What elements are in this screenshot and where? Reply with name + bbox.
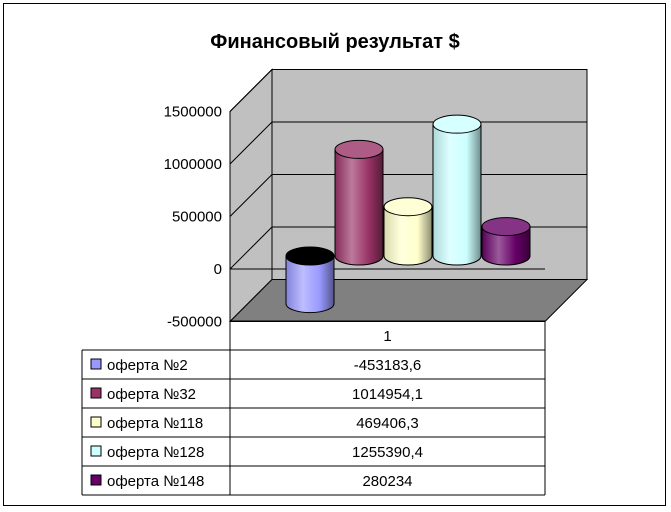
value-label: 469406,3 bbox=[356, 415, 419, 432]
bar-cap bbox=[432, 114, 482, 134]
chart-frame bbox=[3, 3, 666, 506]
bar-cap bbox=[481, 217, 531, 237]
legend-label: оферта №32 bbox=[107, 386, 196, 403]
data-table: 1 оферта №2 -453183,6 оферта №32 1014954,1 оф… bbox=[81, 320, 546, 496]
bar-5 bbox=[481, 217, 531, 266]
gridline bbox=[229, 121, 587, 165]
y-tick-label: -500000 bbox=[167, 314, 222, 331]
bar-4 bbox=[432, 114, 482, 266]
legend-label: оферта №2 bbox=[107, 357, 188, 374]
gridline bbox=[229, 69, 587, 112]
bar-2 bbox=[334, 139, 384, 266]
plot-area bbox=[228, 68, 589, 323]
legend-swatch bbox=[90, 474, 102, 486]
y-axis-ticks: -500000 0 500000 1000000 1500000 bbox=[164, 104, 222, 331]
category-label: 1 bbox=[383, 328, 391, 345]
legend-label: оферта №148 bbox=[107, 473, 204, 490]
bar-cap bbox=[383, 197, 433, 217]
y-tick-label: 1500000 bbox=[164, 104, 222, 121]
value-label: 280234 bbox=[362, 473, 412, 490]
bars bbox=[285, 114, 531, 314]
legend-label: оферта №118 bbox=[107, 415, 203, 432]
bar-1 bbox=[285, 246, 335, 314]
legend-swatch bbox=[90, 416, 102, 428]
legend-swatch bbox=[90, 445, 102, 457]
value-label: 1255390,4 bbox=[352, 444, 423, 461]
chart-title: Финансовый результат $ bbox=[210, 31, 460, 53]
value-label: -453183,6 bbox=[354, 357, 422, 374]
gridline bbox=[229, 174, 587, 217]
y-tick-label: 0 bbox=[214, 261, 222, 278]
bar-body bbox=[383, 206, 433, 266]
y-tick-label: 500000 bbox=[172, 209, 222, 226]
floor bbox=[228, 279, 589, 322]
bar-body bbox=[285, 255, 335, 314]
legend-label: оферта №128 bbox=[107, 444, 204, 461]
legend-swatch bbox=[90, 358, 102, 370]
value-label: 1014954,1 bbox=[352, 386, 423, 403]
bar-body bbox=[432, 123, 482, 266]
bar-cap bbox=[285, 246, 335, 266]
bar-cap bbox=[334, 139, 384, 159]
bar-3 bbox=[383, 197, 433, 266]
bar-body bbox=[334, 148, 384, 266]
legend-swatch bbox=[90, 387, 102, 399]
bar-body bbox=[481, 226, 531, 266]
y-tick-label: 1000000 bbox=[164, 156, 222, 173]
